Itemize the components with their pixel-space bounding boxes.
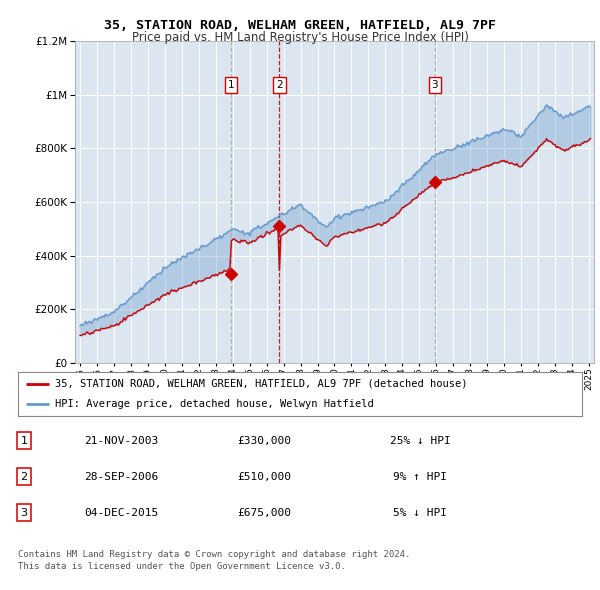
Text: 28-SEP-2006: 28-SEP-2006	[84, 472, 158, 482]
Text: £675,000: £675,000	[237, 508, 291, 518]
Text: 9% ↑ HPI: 9% ↑ HPI	[393, 472, 447, 482]
Text: This data is licensed under the Open Government Licence v3.0.: This data is licensed under the Open Gov…	[18, 562, 346, 571]
Text: 2: 2	[276, 80, 283, 90]
Text: 25% ↓ HPI: 25% ↓ HPI	[389, 436, 451, 445]
Text: 2: 2	[20, 472, 28, 482]
Text: 35, STATION ROAD, WELHAM GREEN, HATFIELD, AL9 7PF (detached house): 35, STATION ROAD, WELHAM GREEN, HATFIELD…	[55, 379, 467, 389]
Text: Price paid vs. HM Land Registry's House Price Index (HPI): Price paid vs. HM Land Registry's House …	[131, 31, 469, 44]
Text: 5% ↓ HPI: 5% ↓ HPI	[393, 508, 447, 518]
Text: 35, STATION ROAD, WELHAM GREEN, HATFIELD, AL9 7PF: 35, STATION ROAD, WELHAM GREEN, HATFIELD…	[104, 19, 496, 32]
Text: 3: 3	[20, 508, 28, 518]
Text: Contains HM Land Registry data © Crown copyright and database right 2024.: Contains HM Land Registry data © Crown c…	[18, 550, 410, 559]
Text: 1: 1	[228, 80, 235, 90]
Text: HPI: Average price, detached house, Welwyn Hatfield: HPI: Average price, detached house, Welw…	[55, 399, 373, 409]
Text: £510,000: £510,000	[237, 472, 291, 482]
Text: 04-DEC-2015: 04-DEC-2015	[84, 508, 158, 518]
Text: 21-NOV-2003: 21-NOV-2003	[84, 436, 158, 445]
Text: 1: 1	[20, 436, 28, 445]
Text: 3: 3	[431, 80, 438, 90]
Text: £330,000: £330,000	[237, 436, 291, 445]
